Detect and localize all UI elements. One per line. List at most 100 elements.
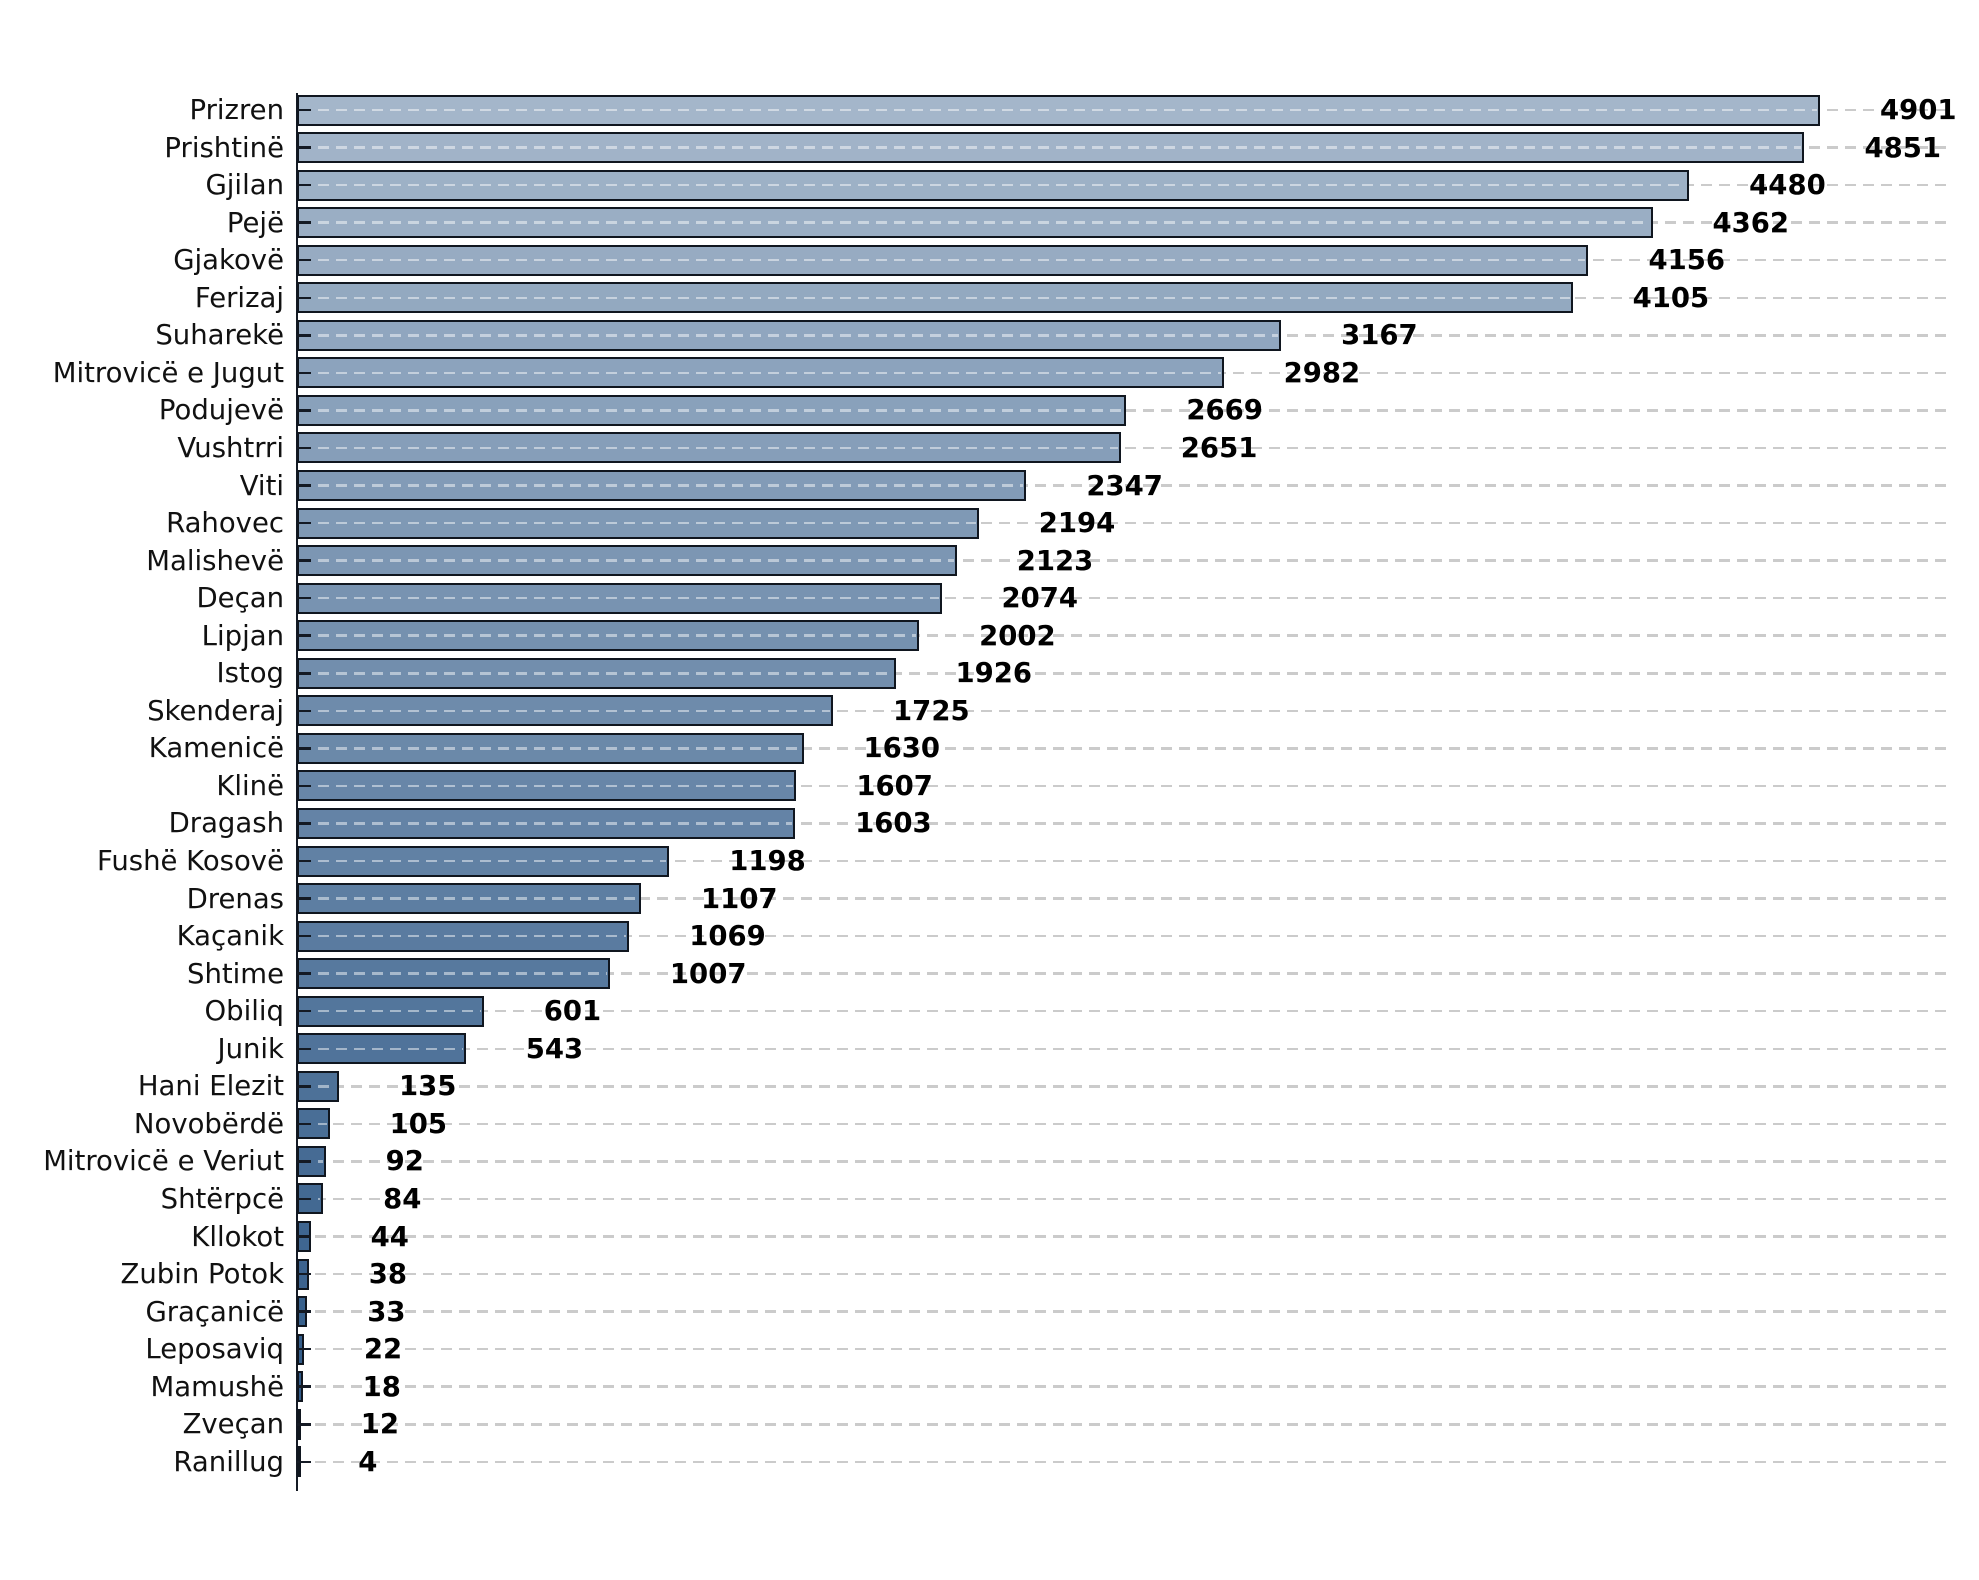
gridline <box>297 1122 1950 1126</box>
gridline <box>297 1009 1950 1013</box>
bar <box>297 920 630 952</box>
bar <box>297 620 920 652</box>
gridline <box>297 822 1950 825</box>
value-label: 84 <box>383 1182 422 1215</box>
bar-inner-dash <box>300 1009 481 1013</box>
gridline <box>297 934 1950 938</box>
value-label: 2982 <box>1283 356 1361 389</box>
bar <box>297 883 641 915</box>
value-label: 135 <box>398 1070 457 1103</box>
gridline <box>297 784 1950 788</box>
bar-inner-dash <box>300 897 638 900</box>
bar <box>297 282 1573 314</box>
bar <box>297 94 1820 126</box>
category-label: Mamushë <box>150 1370 284 1403</box>
value-label: 4 <box>358 1445 378 1478</box>
gridline <box>297 1235 1950 1238</box>
y-tick <box>297 1197 311 1201</box>
value-label: 543 <box>525 1032 584 1065</box>
y-tick <box>297 371 311 375</box>
bar <box>297 545 957 577</box>
gridline <box>297 1347 1950 1351</box>
value-label: 33 <box>367 1295 406 1328</box>
bar-inner-dash <box>300 972 607 975</box>
bar <box>297 770 797 802</box>
bar <box>297 470 1027 501</box>
bar <box>297 657 896 689</box>
value-label: 92 <box>385 1145 424 1178</box>
bar <box>297 507 979 539</box>
bar-inner-dash <box>300 146 1802 149</box>
bar-inner-dash <box>300 296 1570 299</box>
value-label: 4480 <box>1749 169 1826 202</box>
value-label: 2074 <box>1001 582 1079 615</box>
bar <box>297 357 1224 389</box>
y-tick <box>297 1047 311 1050</box>
y-tick <box>297 1085 311 1088</box>
gridline <box>297 1047 1950 1050</box>
bar-inner-dash <box>300 334 1279 337</box>
value-label: 22 <box>363 1333 403 1366</box>
value-label: 2669 <box>1186 394 1263 427</box>
gridline <box>297 1085 1950 1088</box>
category-label: Zubin Potok <box>120 1258 285 1291</box>
gridline <box>297 709 1950 713</box>
y-tick <box>297 334 311 337</box>
y-tick <box>297 972 311 975</box>
bar-inner-dash <box>300 1160 323 1163</box>
category-label: Mitrovicë e Veriut <box>43 1145 284 1178</box>
category-label: Viti <box>239 469 284 502</box>
bar-inner-dash <box>300 1047 463 1050</box>
value-label: 2651 <box>1180 431 1258 464</box>
bar-inner-dash <box>300 258 1586 262</box>
bar <box>297 394 1127 426</box>
y-tick <box>297 1235 311 1238</box>
bar-inner-dash <box>300 709 831 713</box>
value-label: 4851 <box>1864 131 1941 164</box>
bar-inner-dash <box>300 183 1687 187</box>
gridline <box>297 559 1950 562</box>
bar-inner-dash <box>300 634 917 637</box>
y-tick <box>297 108 311 112</box>
bar-inner-dash <box>300 559 954 562</box>
category-label: Malishevë <box>146 544 284 577</box>
bar-inner-dash <box>300 108 1817 112</box>
category-label: Vushtrri <box>177 431 284 464</box>
y-tick <box>297 784 311 788</box>
y-tick <box>297 1122 311 1126</box>
bar-inner-dash <box>300 1085 336 1088</box>
category-label: Deçan <box>196 582 285 615</box>
bar <box>297 732 804 764</box>
y-tick <box>297 146 311 149</box>
category-label: Prizren <box>189 94 284 126</box>
y-tick <box>297 672 311 675</box>
category-label: Hani Elezit <box>137 1070 284 1103</box>
bar-inner-dash <box>300 859 667 863</box>
value-label: 2002 <box>979 619 1056 652</box>
bar <box>297 995 484 1027</box>
category-label: Shtime <box>186 957 284 990</box>
gridline <box>297 521 1950 525</box>
y-tick <box>297 559 311 562</box>
gridline <box>297 446 1950 450</box>
bar-inner-dash <box>300 596 939 600</box>
y-tick <box>297 1310 311 1313</box>
y-tick <box>297 221 311 224</box>
value-label: 18 <box>362 1370 401 1403</box>
category-label: Skenderaj <box>147 694 284 727</box>
category-label: Pejë <box>226 206 284 239</box>
bar <box>297 1033 466 1065</box>
y-tick <box>297 634 311 637</box>
y-tick <box>297 1347 311 1351</box>
bar-inner-dash <box>300 934 627 938</box>
category-label: Gjilan <box>205 169 284 202</box>
y-tick <box>297 859 311 863</box>
category-label: Obiliq <box>204 995 284 1028</box>
category-label: Prishtinë <box>164 131 284 164</box>
value-label: 12 <box>360 1408 399 1441</box>
value-label: 105 <box>389 1107 448 1140</box>
y-tick <box>297 1385 311 1388</box>
gridline <box>297 747 1950 750</box>
category-label: Ferizaj <box>194 281 284 314</box>
